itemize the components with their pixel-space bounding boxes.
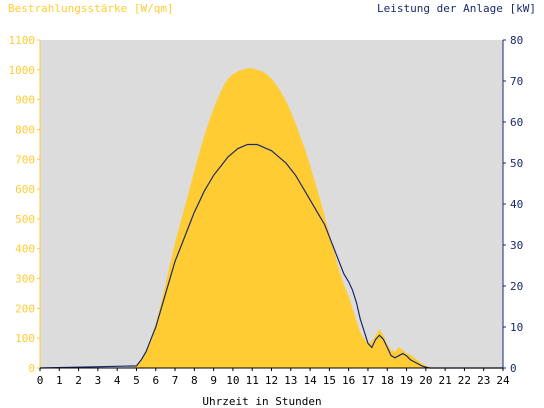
right-tick-label: 70 [510, 75, 523, 88]
x-tick-label: 4 [114, 374, 121, 387]
left-tick-label: 100 [15, 332, 35, 345]
x-tick-label: 23 [477, 374, 490, 387]
x-tick-label: 24 [496, 374, 510, 387]
left-tick-label: 800 [15, 123, 35, 136]
left-axis-ticks: 0 100 200 300 400 500 600 700 800 900 1000 1100 [9, 34, 40, 375]
x-tick-label: 19 [400, 374, 413, 387]
left-tick-label: 300 [15, 273, 35, 286]
right-axis-ticks: 0 10 20 30 40 50 60 70 80 [503, 34, 523, 375]
right-tick-label: 40 [510, 198, 523, 211]
irradiance-area [40, 68, 503, 369]
left-axis-label: Bestrahlungsstärke [W/qm] [8, 2, 174, 15]
x-tick-label: 12 [265, 374, 278, 387]
left-tick-label: 600 [15, 183, 35, 196]
right-tick-label: 0 [510, 362, 517, 375]
left-tick-label: 200 [15, 302, 35, 315]
x-tick-label: 17 [361, 374, 374, 387]
x-tick-label: 1 [56, 374, 63, 387]
right-tick-label: 80 [510, 34, 523, 47]
left-tick-label: 400 [15, 243, 35, 256]
left-tick-label: 900 [15, 94, 35, 107]
x-tick-label: 0 [37, 374, 44, 387]
left-tick-label: 1000 [9, 64, 36, 77]
x-tick-label: 16 [342, 374, 355, 387]
left-tick-label: 700 [15, 153, 35, 166]
x-tick-label: 21 [439, 374, 452, 387]
x-tick-label: 2 [75, 374, 82, 387]
x-axis-label: Uhrzeit in Stunden [202, 395, 321, 408]
right-axis-label: Leistung der Anlage [kW] [377, 2, 536, 15]
x-tick-label: 22 [458, 374, 471, 387]
right-tick-label: 50 [510, 157, 523, 170]
x-tick-label: 5 [133, 374, 140, 387]
left-tick-label: 500 [15, 213, 35, 226]
x-tick-label: 18 [381, 374, 394, 387]
left-tick-label: 0 [28, 362, 35, 375]
x-tick-label: 8 [191, 374, 198, 387]
x-tick-label: 10 [226, 374, 239, 387]
x-tick-label: 20 [419, 374, 432, 387]
x-tick-label: 9 [210, 374, 217, 387]
x-tick-label: 13 [284, 374, 297, 387]
x-tick-label: 11 [246, 374, 259, 387]
power-line [39, 143, 503, 369]
x-tick-label: 15 [323, 374, 336, 387]
left-tick-label: 1100 [9, 34, 36, 47]
right-tick-label: 60 [510, 116, 523, 129]
x-tick-label: 14 [303, 374, 317, 387]
right-tick-label: 20 [510, 280, 523, 293]
right-tick-label: 10 [510, 321, 523, 334]
series-layer [39, 68, 503, 369]
x-tick-label: 3 [95, 374, 102, 387]
x-tick-label: 7 [172, 374, 179, 387]
x-tick-label: 6 [152, 374, 159, 387]
x-axis-ticks: 0 1 2 3 4 5 6 7 8 9 10 11 12 13 14 15 16 17 18 19 20 21 22 23 24 [37, 368, 510, 387]
right-tick-label: 30 [510, 239, 523, 252]
